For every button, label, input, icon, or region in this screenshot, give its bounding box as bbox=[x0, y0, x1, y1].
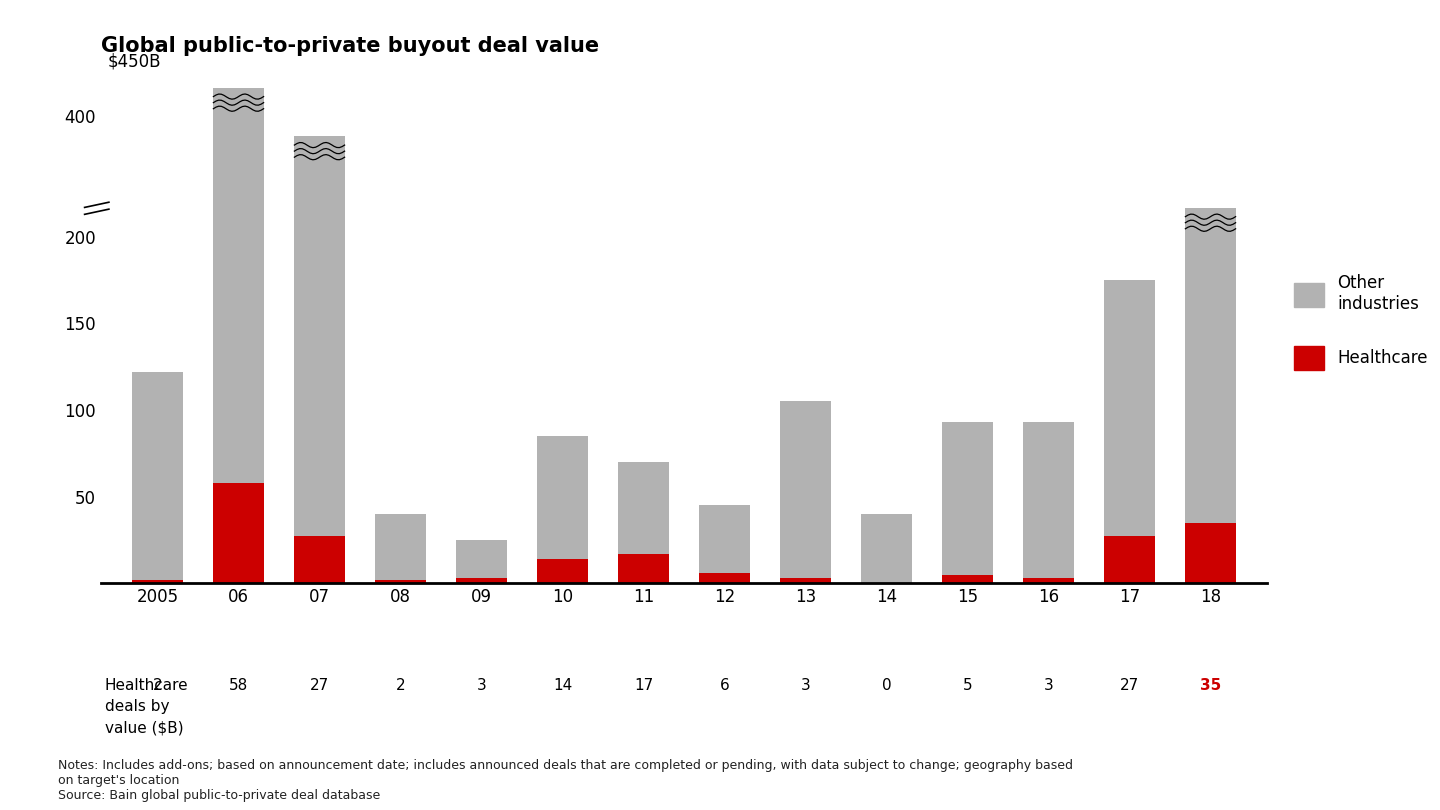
Bar bbox=[294, 136, 344, 536]
Text: 3: 3 bbox=[477, 679, 487, 693]
Text: 5: 5 bbox=[963, 679, 972, 693]
Bar bbox=[213, 483, 264, 583]
Text: 3: 3 bbox=[801, 679, 811, 693]
Text: Notes: Includes add-ons; based on announcement date; includes announced deals th: Notes: Includes add-ons; based on announ… bbox=[58, 759, 1073, 802]
Bar bbox=[780, 402, 831, 578]
Bar bbox=[132, 372, 183, 580]
Bar bbox=[618, 554, 668, 583]
Text: 0: 0 bbox=[881, 679, 891, 693]
Bar bbox=[1104, 536, 1155, 583]
Text: $450B: $450B bbox=[107, 53, 161, 71]
Bar bbox=[942, 422, 992, 574]
Text: 35: 35 bbox=[1200, 679, 1221, 693]
Text: Global public-to-private buyout deal value: Global public-to-private buyout deal val… bbox=[101, 36, 599, 56]
Bar bbox=[376, 514, 426, 580]
Text: 2: 2 bbox=[396, 679, 405, 693]
Bar bbox=[942, 574, 992, 583]
Bar bbox=[1024, 422, 1074, 578]
Bar bbox=[861, 514, 912, 583]
Bar bbox=[1185, 208, 1236, 522]
Bar bbox=[456, 578, 507, 583]
Bar bbox=[1104, 280, 1155, 536]
Text: 27: 27 bbox=[1120, 679, 1139, 693]
Bar bbox=[1185, 522, 1236, 583]
Text: 6: 6 bbox=[720, 679, 730, 693]
Bar bbox=[700, 505, 750, 573]
Text: 3: 3 bbox=[1044, 679, 1054, 693]
Text: 2: 2 bbox=[153, 679, 163, 693]
Legend: Other
industries, Healthcare: Other industries, Healthcare bbox=[1287, 267, 1434, 377]
Bar bbox=[213, 88, 264, 483]
Text: 27: 27 bbox=[310, 679, 330, 693]
Bar bbox=[700, 573, 750, 583]
Bar bbox=[1024, 578, 1074, 583]
Bar bbox=[537, 559, 588, 583]
Bar bbox=[537, 436, 588, 559]
Text: 58: 58 bbox=[229, 679, 248, 693]
Bar bbox=[132, 580, 183, 583]
Bar bbox=[376, 580, 426, 583]
Text: Healthcare
deals by
value ($B): Healthcare deals by value ($B) bbox=[105, 679, 189, 735]
Bar bbox=[294, 536, 344, 583]
Bar bbox=[618, 462, 668, 554]
Text: 14: 14 bbox=[553, 679, 572, 693]
Bar bbox=[780, 578, 831, 583]
Text: 17: 17 bbox=[634, 679, 654, 693]
Bar bbox=[456, 540, 507, 578]
